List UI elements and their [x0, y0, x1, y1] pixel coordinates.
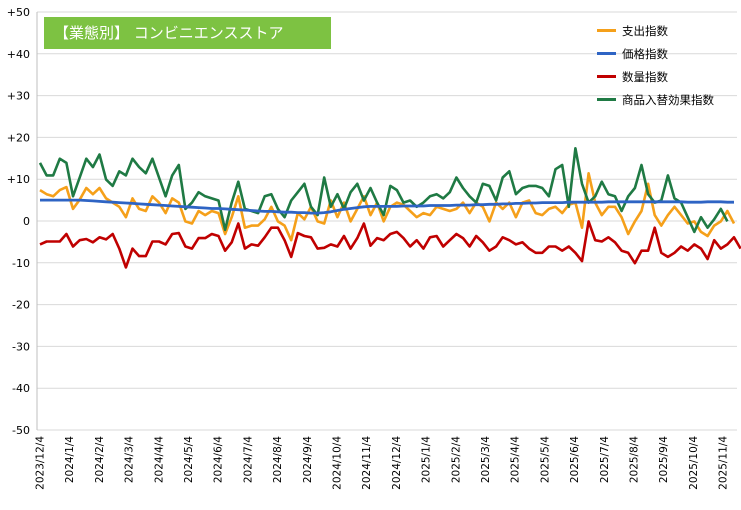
legend-item-spending: 支出指数 — [597, 19, 714, 42]
series-line-quantity — [39, 220, 741, 269]
x-tick-label: 2025/1/4 — [421, 436, 433, 483]
x-tick-label: 2025/8/4 — [629, 436, 641, 483]
y-tick-label: 0 — [23, 215, 30, 228]
x-tick-label: 2025/11/4 — [718, 436, 730, 490]
x-tick-label: 2025/2/4 — [450, 436, 462, 483]
y-tick-label: -20 — [12, 299, 30, 312]
y-tick-label: +40 — [7, 48, 30, 61]
legend-label-product-replacement: 商品入替効果指数 — [622, 92, 714, 107]
x-tick-label: 2025/9/4 — [658, 436, 670, 483]
x-tick-label: 2024/1/4 — [64, 436, 76, 483]
series-line-price — [40, 198, 734, 215]
y-tick-label: -50 — [12, 424, 30, 437]
legend: 支出指数 価格指数 数量指数 商品入替効果指数 — [597, 19, 714, 111]
grid — [36, 11, 737, 431]
legend-swatch-spending — [597, 29, 616, 32]
x-tick-label: 2023/12/4 — [35, 436, 47, 490]
x-tick-label: 2024/9/4 — [302, 436, 314, 483]
legend-swatch-quantity — [597, 75, 616, 78]
legend-label-spending: 支出指数 — [622, 23, 668, 38]
y-tick-label: +30 — [7, 90, 30, 103]
y-tick-label: -10 — [12, 257, 30, 270]
series-lines — [38, 147, 741, 269]
x-tick-label: 2025/4/4 — [510, 436, 522, 483]
legend-item-quantity: 数量指数 — [597, 65, 714, 88]
legend-label-quantity: 数量指数 — [622, 69, 668, 84]
y-tick-label: -40 — [12, 382, 30, 395]
x-tick-label: 2024/6/4 — [213, 436, 225, 483]
x-tick-label: 2025/6/4 — [569, 436, 581, 483]
x-tick-label: 2024/5/4 — [183, 436, 195, 483]
x-axis: 2023/12/4 2024/1/4 2024/2/4 2024/3/4 2024/4/… — [35, 436, 730, 490]
legend-swatch-price — [597, 52, 616, 55]
x-tick-label: 2024/4/4 — [153, 436, 165, 483]
x-tick-label: 2025/3/4 — [480, 436, 492, 483]
x-tick-label: 2024/12/4 — [391, 436, 403, 490]
y-tick-label: +10 — [7, 173, 30, 186]
y-tick-label: +50 — [7, 6, 30, 19]
chart-title: 【業態別】 コンビニエンスストア — [44, 17, 331, 49]
x-tick-label: 2025/10/4 — [688, 436, 700, 490]
x-tick-label: 2024/3/4 — [124, 436, 136, 483]
x-tick-label: 2025/7/4 — [599, 436, 611, 483]
y-tick-label: +20 — [7, 131, 30, 144]
series-line-product-replacement — [38, 147, 729, 234]
y-tick-label: -30 — [12, 340, 30, 353]
x-tick-label: 2024/11/4 — [361, 436, 373, 490]
legend-item-product-replacement: 商品入替効果指数 — [597, 88, 714, 111]
x-tick-label: 2025/5/4 — [539, 436, 551, 483]
x-tick-label: 2024/2/4 — [94, 436, 106, 483]
legend-item-price: 価格指数 — [597, 42, 714, 65]
legend-label-price: 価格指数 — [622, 46, 668, 61]
series-line-spending — [39, 172, 736, 242]
x-tick-label: 2024/8/4 — [272, 436, 284, 483]
x-tick-label: 2024/7/4 — [242, 436, 254, 483]
x-tick-label: 2024/10/4 — [332, 436, 344, 490]
legend-swatch-product-replacement — [597, 98, 616, 101]
y-axis: +50 +40 +30 +20 +10 0 -10 -20 -30 -40 -50 — [7, 6, 30, 437]
